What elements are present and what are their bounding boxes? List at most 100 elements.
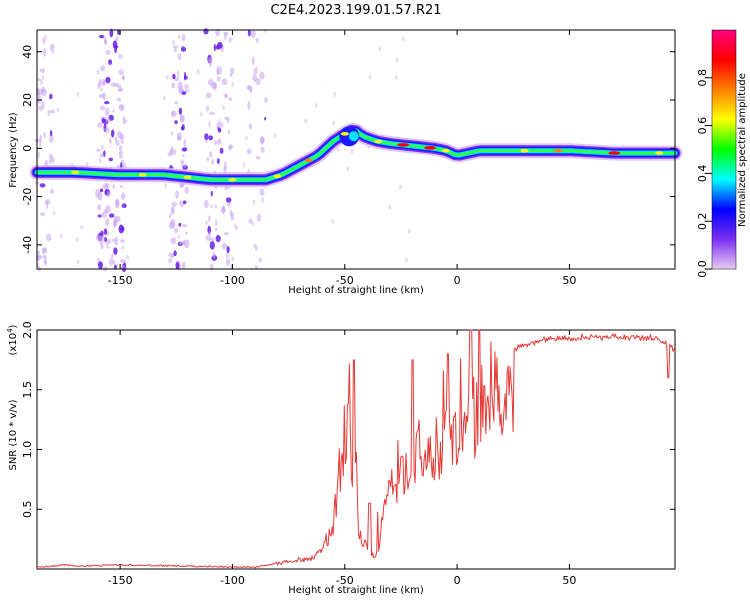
noise-speck (304, 118, 308, 124)
noise-speck (170, 237, 177, 245)
noise-speck (103, 118, 106, 123)
noise-speck (171, 110, 175, 118)
noise-speck (98, 261, 103, 270)
noise-speck (115, 36, 119, 42)
x-tick-label: -100 (220, 274, 245, 287)
noise-speck (219, 147, 224, 154)
noise-speck (115, 199, 120, 209)
noise-speck (96, 148, 101, 152)
noise-speck (206, 92, 212, 99)
noise-speck (223, 232, 229, 236)
noise-speck (97, 204, 102, 211)
noise-speck (59, 233, 63, 239)
noise-speck (204, 133, 209, 141)
noise-speck (177, 53, 182, 61)
noise-speck (215, 28, 221, 37)
noise-speck (251, 56, 255, 65)
noise-speck (43, 257, 47, 265)
noise-speck (253, 243, 257, 249)
snr-series-line (36, 329, 676, 569)
noise-speck (104, 101, 110, 105)
noise-speck (41, 74, 45, 80)
noise-speck (333, 92, 337, 97)
noise-speck (216, 121, 219, 130)
noise-speck (106, 231, 110, 236)
noise-speck (99, 235, 105, 239)
noise-speck (259, 188, 265, 196)
noise-speck (205, 220, 208, 226)
y-tick-label: 0.5 (21, 501, 34, 519)
noise-speck (208, 215, 211, 223)
noise-speck (107, 118, 111, 123)
noise-speck (174, 120, 178, 125)
noise-speck (226, 251, 229, 259)
noise-speck (233, 223, 237, 229)
noise-speck (113, 264, 117, 270)
ridge-hotspot (183, 175, 192, 180)
noise-speck (206, 156, 210, 162)
figure-title: C2E4.2023.199.01.57.R21 (270, 3, 441, 18)
noise-speck (37, 77, 41, 81)
colorbar-ticks: 0.0 0.2 0.4 0.6 0.8 (696, 69, 712, 278)
noise-speck (210, 237, 215, 243)
noise-speck (104, 236, 107, 243)
y-tick-label: 0 (21, 145, 34, 152)
noise-speck (213, 43, 216, 52)
noise-speck (258, 257, 263, 263)
noise-speck (75, 236, 79, 242)
snr-y-multiplier: (x104) (6, 324, 19, 355)
noise-speck (221, 78, 228, 86)
x-tick-label: -50 (336, 274, 354, 287)
noise-speck (110, 129, 115, 138)
noise-speck (98, 236, 104, 245)
noise-speck (102, 78, 106, 87)
noise-speck (255, 78, 261, 86)
x-tick-label: -50 (336, 574, 354, 587)
noise-speck (181, 160, 184, 169)
y-tick-label: 1.0 (21, 441, 34, 459)
spectrogram-x-axis-title: Height of straight line (km) (288, 285, 424, 296)
noise-speck (50, 188, 54, 195)
noise-speck (39, 183, 46, 188)
noise-speck (39, 138, 42, 148)
spectrogram-y-axis: -40 -20 0 20 40 (21, 45, 675, 254)
snr-x-axis: -150 -100 -50 0 50 (108, 330, 576, 587)
noise-speck (164, 183, 167, 188)
noise-speck (106, 191, 111, 198)
x-tick-label: 50 (562, 574, 576, 587)
x-tick-label: 0 (454, 574, 461, 587)
ridge-hotspot (71, 170, 80, 175)
noise-speck (115, 140, 120, 146)
noise-speck (46, 233, 52, 242)
noise-speck (120, 226, 125, 232)
noise-speck (40, 79, 43, 86)
ridge-blob (348, 131, 359, 142)
noise-speck (182, 153, 185, 158)
noise-speck (40, 212, 46, 216)
noise-speck (173, 250, 177, 257)
noise-speck (105, 49, 111, 56)
noise-speck (259, 71, 265, 80)
noise-speck (245, 135, 248, 141)
noise-speck (228, 37, 232, 43)
noise-speck (223, 31, 229, 36)
ridge-hotspot (374, 139, 383, 144)
noise-speck (368, 74, 372, 80)
noise-speck (100, 144, 104, 150)
noise-speck (260, 135, 265, 145)
noise-speck (105, 76, 111, 84)
noise-speck (196, 69, 200, 75)
noise-speck (242, 162, 246, 168)
x-tick-label: -100 (220, 574, 245, 587)
noise-speck (388, 204, 392, 210)
noise-speck (103, 150, 106, 158)
noise-speck (99, 153, 104, 158)
spectrogram-panel: -150 -100 -50 0 50 -40 -20 0 20 40 Height of str… (8, 28, 683, 296)
noise-speck (248, 84, 250, 90)
snr-x-axis-title: Height of straight line (km) (288, 585, 424, 596)
noise-speck (178, 85, 183, 95)
noise-speck (205, 234, 212, 241)
noise-speck (184, 239, 190, 249)
noise-speck (168, 257, 173, 264)
noise-speck (331, 219, 335, 225)
